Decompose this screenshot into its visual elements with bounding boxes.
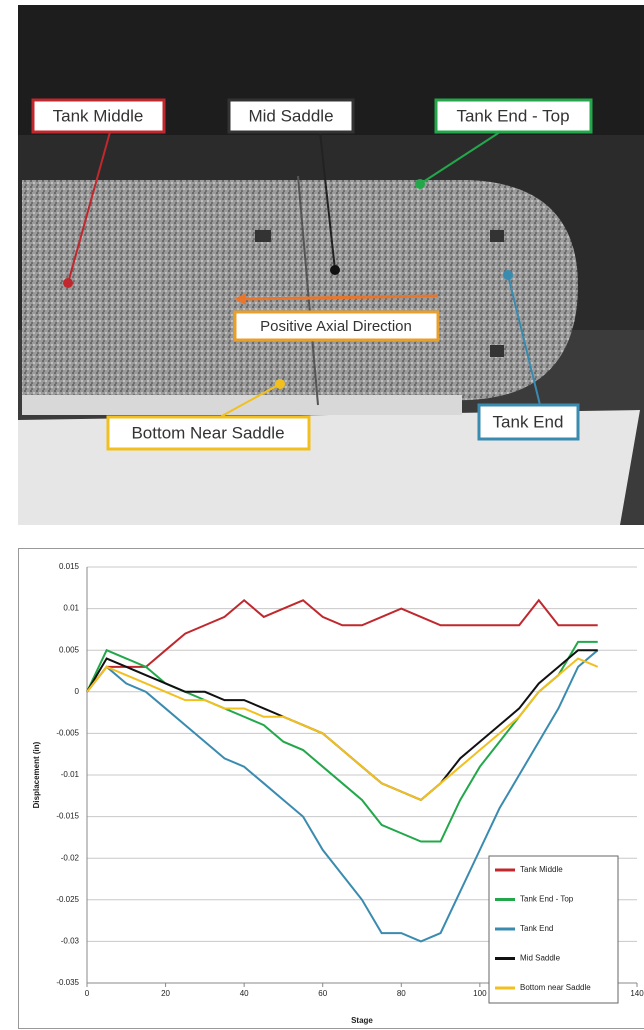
point xyxy=(330,265,340,275)
leader xyxy=(419,131,501,185)
patch xyxy=(490,230,504,242)
x-tick-label: 80 xyxy=(397,989,406,998)
x-tick-label: 40 xyxy=(240,989,249,998)
leader xyxy=(319,131,336,271)
photo-label: Tank End xyxy=(493,412,564,431)
y-tick-label: -0.005 xyxy=(56,729,79,738)
tank xyxy=(22,180,579,410)
legend-label: Tank Middle xyxy=(520,865,563,874)
x-axis-label: Stage xyxy=(351,1016,373,1025)
label-box xyxy=(233,310,440,342)
y-tick-label: -0.015 xyxy=(56,812,79,821)
y-tick-label: 0 xyxy=(75,687,80,696)
y-tick-label: -0.03 xyxy=(61,937,80,946)
y-tick-label: -0.025 xyxy=(56,895,79,904)
leader xyxy=(219,383,281,418)
photo-label: Tank Middle xyxy=(53,106,144,125)
saddle-seam xyxy=(297,175,319,406)
point xyxy=(275,379,285,389)
legend-label: Tank End - Top xyxy=(520,895,574,904)
photo-label: Tank End - Top xyxy=(456,106,569,125)
label-box xyxy=(31,98,166,134)
y-tick-label: -0.035 xyxy=(56,978,79,987)
arrow-head xyxy=(234,293,246,305)
y-tick-label: -0.01 xyxy=(61,770,80,779)
label-box xyxy=(477,403,580,441)
series-line xyxy=(86,657,599,802)
patch xyxy=(255,230,271,242)
photo-label: Positive Axial Direction xyxy=(260,318,412,335)
patch xyxy=(490,345,504,357)
x-tick-label: 140 xyxy=(630,989,644,998)
x-tick-label: 60 xyxy=(318,989,327,998)
legend-label: Bottom near Saddle xyxy=(520,983,591,992)
y-axis-label: Displacement (in) xyxy=(32,741,41,808)
point xyxy=(503,270,513,280)
photo-label: Bottom Near Saddle xyxy=(131,423,284,442)
x-tick-label: 20 xyxy=(161,989,170,998)
label-box xyxy=(106,415,311,451)
y-tick-label: 0.01 xyxy=(63,604,79,613)
photo: Tank Middle Mid Saddle Tank End - Top Po… xyxy=(18,5,644,525)
leader xyxy=(67,131,111,284)
photo-label: Mid Saddle xyxy=(248,106,333,125)
y-tick-label: -0.02 xyxy=(61,853,80,862)
x-tick-label: 100 xyxy=(473,989,487,998)
legend-label: Mid Saddle xyxy=(520,954,561,963)
x-tick-label: 0 xyxy=(85,989,90,998)
series-line xyxy=(86,649,599,943)
y-tick-label: 0.005 xyxy=(59,645,80,654)
legend-label: Tank End xyxy=(520,924,553,933)
label-box xyxy=(434,98,593,134)
y-tick-label: 0.015 xyxy=(59,562,80,571)
label-box xyxy=(227,98,355,134)
leader xyxy=(507,274,541,406)
point xyxy=(415,179,425,189)
arrow xyxy=(241,294,439,301)
point xyxy=(63,278,73,288)
series-line xyxy=(86,598,598,693)
